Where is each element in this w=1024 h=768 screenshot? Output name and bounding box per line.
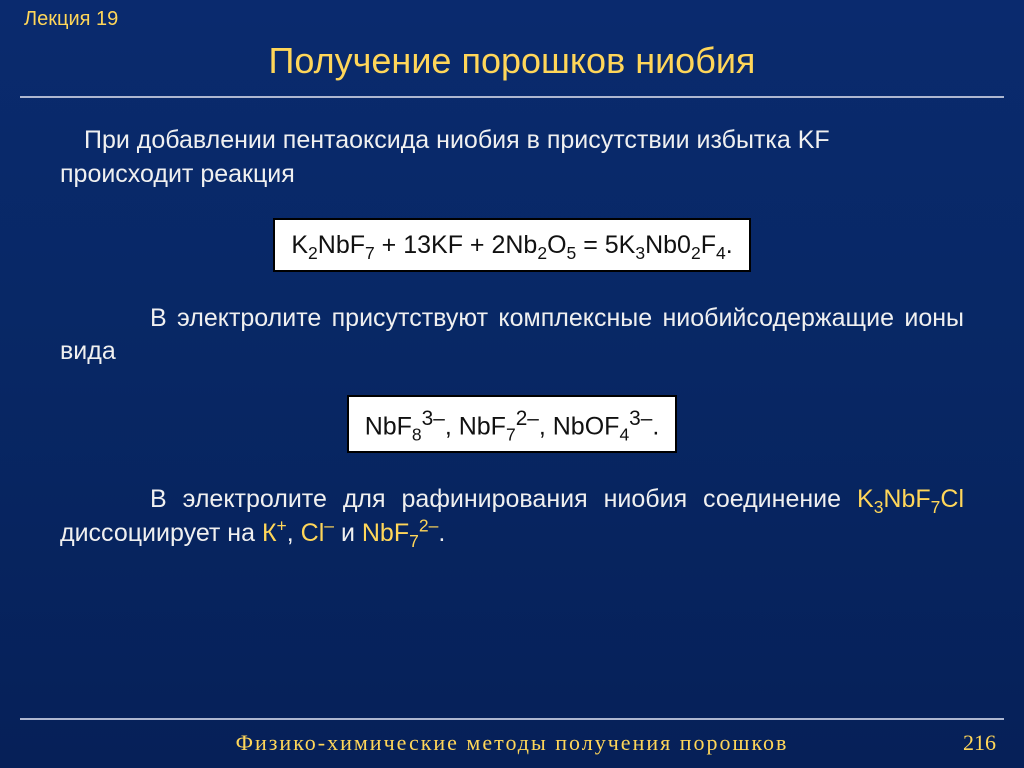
footer-title: Физико-химические методы получения порош… [0,730,1024,756]
divider-bottom [20,718,1004,720]
paragraph-1: При добавлении пентаоксида ниобия в прис… [60,124,964,192]
paragraph-3: В электролите для рафинирования ниобия с… [60,483,964,551]
equation-2-wrap: NbF83–, NbF72–, NbOF43–. [60,395,964,453]
equation-1-wrap: K2NbF7 + 13KF + 2Nb2O5 = 5K3Nb02F4. [60,218,964,272]
equation-2: NbF83–, NbF72–, NbOF43–. [347,395,678,453]
page-number: 216 [963,730,996,756]
divider-top [20,96,1004,98]
page-title: Получение порошков ниобия [0,40,1024,82]
equation-1: K2NbF7 + 13KF + 2Nb2O5 = 5K3Nb02F4. [273,218,750,272]
content-area: При добавлении пентаоксида ниобия в прис… [60,120,964,698]
paragraph-2: В электролите присутствуют комплексные н… [60,302,964,370]
lecture-label: Лекция 19 [24,8,118,31]
